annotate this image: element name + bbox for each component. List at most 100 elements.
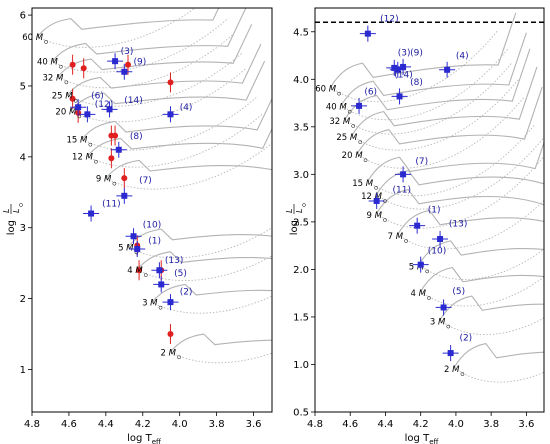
y-tick-label: 3.0 [293, 170, 309, 181]
y-tick-label: 4 [20, 152, 26, 163]
mass-label: 3 M [430, 318, 446, 328]
observed-star-point [69, 61, 76, 68]
y-axis-label: log L L [2, 203, 23, 235]
track-line [356, 96, 525, 169]
mass-label: 40 M [37, 58, 59, 68]
track-line [37, 8, 196, 48]
track-line [341, 47, 510, 121]
model-star-point [414, 222, 421, 229]
track-line [439, 295, 544, 321]
observed-star-point [125, 61, 131, 68]
model-star-label: (12) [95, 100, 113, 110]
track-line [418, 248, 544, 280]
mass-label: 20 M [55, 107, 77, 117]
y-axis-label-prefix: log [6, 220, 17, 235]
track-line [376, 136, 544, 210]
model-star-point [158, 281, 165, 288]
model-star-point [440, 304, 447, 311]
model-star-point [400, 63, 407, 70]
sun-symbol-icon [425, 269, 430, 274]
track-line [151, 295, 272, 314]
track-line [351, 78, 520, 151]
model-star-point [106, 106, 113, 113]
y-tick-label: 2 [20, 294, 26, 305]
track-line [127, 227, 272, 259]
mass-label: 60 M [315, 85, 337, 95]
sun-symbol-icon [347, 109, 352, 114]
track-line [453, 366, 544, 383]
track-line [70, 60, 266, 112]
model-star-label: (8) [410, 78, 423, 88]
model-star-point [400, 171, 407, 178]
track-line [330, 29, 499, 103]
sun-symbol-icon [44, 40, 48, 44]
mass-label: 3 M [142, 299, 158, 309]
x-axis-label: log Teff [127, 433, 161, 444]
model-star-label: (11) [102, 199, 120, 209]
mass-label: 32 M [329, 117, 351, 127]
sun-symbol-icon [404, 239, 408, 243]
model-star-label: (14) [394, 70, 412, 80]
x-tick-label: 3.8 [209, 419, 225, 430]
sun-symbol-icon [94, 159, 98, 164]
mass-label: 15 M [67, 136, 89, 146]
model-star-point [373, 197, 380, 204]
evolutionary-tracks [330, 12, 544, 368]
track-line [86, 127, 272, 157]
model-star-point [447, 350, 454, 357]
model-stars: (3)(9) (6)(12) (14) (4) (8) (7) (11) (10) (1) (13… [70, 47, 192, 311]
track-line [66, 52, 243, 107]
track-line [340, 32, 527, 106]
sun-symbol-icon [427, 296, 431, 300]
y-tick-label: 2.0 [293, 265, 309, 276]
model-stars: (12) (3) (9) (14) (4) (8) (6) (7) (11) (1) (13) (10… [351, 14, 472, 362]
sun-symbol-icon [358, 140, 363, 144]
model-star-point [167, 299, 174, 306]
track-line [376, 188, 544, 214]
model-star-point [444, 66, 451, 73]
sun-symbol-icon [58, 64, 63, 69]
model-star-label: (6) [91, 92, 104, 102]
mass-label: 25 M [336, 133, 358, 143]
observed-star-point [136, 267, 143, 274]
y-tick-label: 0.5 [293, 408, 309, 419]
model-star-point [391, 64, 398, 71]
track-line [420, 266, 544, 292]
model-star-label: (5) [174, 269, 187, 279]
x-tick-label: 4.4 [98, 419, 114, 430]
observed-star-point [112, 132, 119, 139]
sun-symbol-icon [302, 203, 306, 207]
x-tick-label: 3.8 [483, 419, 499, 430]
model-star-label: (9) [410, 49, 423, 59]
track-line [367, 140, 544, 182]
observed-star-point [121, 175, 128, 182]
x-tick-label: 4.0 [172, 419, 188, 430]
track-line [397, 199, 544, 250]
model-star-point [121, 192, 128, 199]
sun-symbol-icon [112, 181, 117, 186]
pre-main-sequence-tracks [37, 8, 272, 364]
mass-label: 40 M [326, 103, 348, 113]
sun-symbol-icon [383, 218, 387, 222]
model-star-label: (3) [398, 49, 411, 59]
sun-symbol-icon [88, 142, 93, 147]
model-star-point [75, 104, 82, 111]
model-star-label: (1) [148, 236, 161, 246]
model-star-label: (9) [134, 58, 147, 68]
tick-labels: 4.8 4.6 4.4 4.2 4.0 3.8 3.6 1 2 3 4 5 6 [20, 11, 262, 430]
track-line [453, 342, 544, 368]
model-star-label: (8) [130, 132, 143, 142]
track-line [376, 156, 544, 229]
x-tick-label: 3.6 [518, 419, 534, 430]
model-star-label: (7) [415, 157, 428, 167]
model-star-point [364, 30, 371, 37]
model-star-point [396, 93, 403, 100]
track-line [170, 351, 272, 364]
pre-main-sequence-tracks [330, 29, 544, 383]
y-axis-label-prefix: log [289, 220, 300, 235]
y-tick-label: 1 [20, 365, 26, 376]
model-star-label: (14) [124, 96, 142, 106]
mass-label: 4 M [411, 289, 427, 299]
model-star-point [134, 245, 141, 252]
